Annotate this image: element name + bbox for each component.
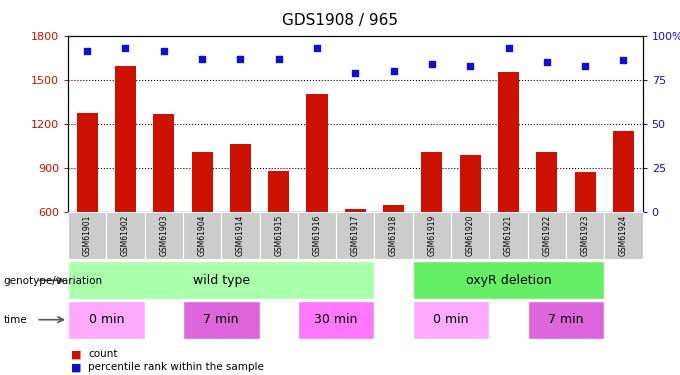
Text: 7 min: 7 min [548,313,583,326]
Point [311,45,322,51]
Bar [268,171,289,212]
Point [426,61,437,67]
Text: GSM61903: GSM61903 [159,214,168,256]
Bar [260,212,298,259]
Bar [460,155,481,212]
Text: ■: ■ [71,363,82,372]
Text: 0 min: 0 min [88,313,124,326]
Bar [613,131,634,212]
Text: ■: ■ [71,350,82,359]
Text: GSM61901: GSM61901 [83,214,92,256]
Text: GSM61918: GSM61918 [389,214,398,256]
Point [388,68,399,74]
Point [273,56,284,62]
Text: GSM61920: GSM61920 [466,214,475,256]
Text: time: time [3,315,27,325]
Bar [307,94,328,212]
Point [235,56,246,62]
Bar [375,212,413,259]
Text: GSM61917: GSM61917 [351,214,360,256]
Bar [298,301,375,339]
Point [541,59,552,65]
Point [579,63,590,69]
Point [350,70,360,76]
Bar [537,152,558,212]
Bar [115,66,136,212]
Point [158,48,169,54]
Text: GSM61902: GSM61902 [121,214,130,256]
Text: wild type: wild type [192,274,250,287]
Text: GDS1908 / 965: GDS1908 / 965 [282,13,398,28]
Bar [298,212,336,259]
Bar [413,261,605,299]
Point [82,48,92,54]
Text: GSM61916: GSM61916 [313,214,322,256]
Text: GSM61904: GSM61904 [198,214,207,256]
Text: GSM61914: GSM61914 [236,214,245,256]
Text: GSM61922: GSM61922 [543,214,551,256]
Point [618,57,629,63]
Bar [192,152,213,212]
Bar [77,114,98,212]
Bar [230,144,251,212]
Bar [221,212,260,259]
Bar [498,72,519,212]
Bar [183,212,221,259]
Bar [183,301,260,339]
Bar [413,301,490,339]
Bar [383,205,404,212]
Text: 30 min: 30 min [314,313,358,326]
Bar [490,212,528,259]
Text: GSM61919: GSM61919 [428,214,437,256]
Point [503,45,514,51]
Bar [422,152,443,212]
Text: GSM61924: GSM61924 [619,214,628,256]
Bar [566,212,605,259]
Bar [145,212,183,259]
Bar [413,212,451,259]
Bar [68,261,375,299]
Bar [68,212,106,259]
Text: genotype/variation: genotype/variation [3,276,103,285]
Text: GSM61921: GSM61921 [504,214,513,256]
Text: oxyR deletion: oxyR deletion [466,274,551,287]
Bar [106,212,145,259]
Bar [153,114,174,212]
Bar [451,212,490,259]
Text: 0 min: 0 min [433,313,469,326]
Point [197,56,207,62]
Text: GSM61915: GSM61915 [274,214,283,256]
Bar [336,212,375,259]
Bar [528,212,566,259]
Text: GSM61923: GSM61923 [581,214,590,256]
Bar [575,172,596,212]
Text: count: count [88,350,118,359]
Bar [345,209,366,212]
Bar [528,301,605,339]
Bar [68,301,145,339]
Point [465,63,476,69]
Text: percentile rank within the sample: percentile rank within the sample [88,363,265,372]
Text: 7 min: 7 min [203,313,239,326]
Point [120,45,131,51]
Bar [605,212,643,259]
